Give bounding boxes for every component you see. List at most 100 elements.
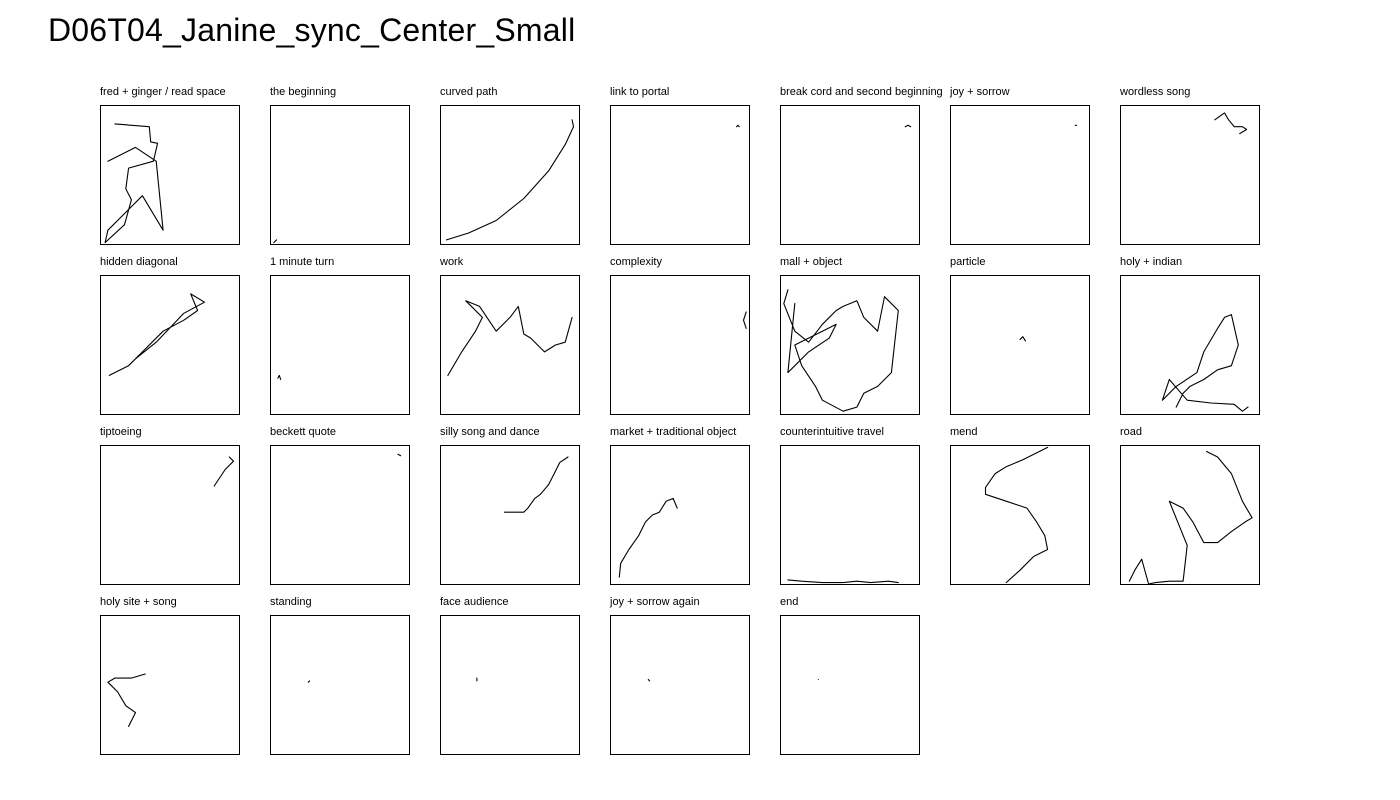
plot-svg [610, 275, 750, 415]
panel-title: market + traditional object [610, 426, 737, 438]
plot-area [1120, 105, 1260, 245]
trajectory-line [618, 497, 678, 578]
chart-panel: fred + ginger / read space [100, 86, 260, 256]
plot-frame [780, 275, 920, 415]
plot-svg [610, 615, 750, 755]
trajectory-line [445, 119, 575, 241]
panel-title: joy + sorrow again [610, 596, 700, 608]
plot-frame [100, 105, 240, 245]
chart-panel: hidden diagonal [100, 256, 260, 426]
plot-svg [1120, 445, 1260, 585]
panel-title: tiptoeing [100, 426, 142, 438]
chart-panel: work [440, 256, 600, 426]
plot-area [950, 275, 1090, 415]
plot-svg [270, 445, 410, 585]
chart-panel: end [780, 596, 940, 766]
plot-svg [100, 105, 240, 245]
trajectory-line [1161, 314, 1249, 412]
plot-frame [610, 615, 750, 755]
plot-svg [780, 275, 920, 415]
plot-area [1120, 275, 1260, 415]
plot-area [100, 275, 240, 415]
panel-title: work [440, 256, 464, 268]
chart-panel: complexity [610, 256, 770, 426]
panel-title: silly song and dance [440, 426, 540, 438]
panel-title: break cord and second beginning [780, 86, 943, 98]
chart-panel: silly song and dance [440, 426, 600, 596]
plot-svg [780, 105, 920, 245]
trajectory-line [104, 123, 164, 244]
plot-svg [1120, 105, 1260, 245]
trajectory-line [742, 311, 747, 329]
panel-title: 1 minute turn [270, 256, 335, 268]
plot-svg [440, 275, 580, 415]
chart-panel: break cord and second beginning [780, 86, 943, 256]
plot-area [440, 275, 580, 415]
trajectory-line [787, 579, 899, 584]
chart-panel: particle [950, 256, 1110, 426]
panel-title: holy + indian [1120, 256, 1183, 268]
plot-svg [440, 445, 580, 585]
plot-svg [440, 105, 580, 245]
plot-area [440, 445, 580, 585]
plot-frame [610, 275, 750, 415]
plot-area [780, 615, 920, 755]
chart-panel: counterintuitive travel [780, 426, 940, 596]
plot-area [950, 445, 1090, 585]
plot-frame [610, 105, 750, 245]
trajectory-line [107, 673, 146, 727]
plot-frame [950, 105, 1090, 245]
trajectory-line [447, 300, 573, 376]
panel-title: beckett quote [270, 426, 337, 438]
plot-svg [1120, 275, 1260, 415]
plot-svg [100, 275, 240, 415]
panel-title: complexity [610, 256, 662, 268]
plot-svg [270, 275, 410, 415]
trajectory-line [1128, 450, 1253, 585]
trajectory-line [108, 293, 206, 376]
plot-frame [270, 615, 410, 755]
trajectory-line [984, 446, 1049, 584]
plot-frame [440, 105, 580, 245]
trajectory-line [1214, 112, 1248, 135]
chart-panel: face audience [440, 596, 600, 766]
panel-title: mend [950, 426, 978, 438]
plot-area [780, 445, 920, 585]
plot-area [780, 275, 920, 415]
chart-panel: wordless song [1120, 86, 1280, 256]
page-title: D06T04_Janine_sync_Center_Small [48, 12, 576, 48]
plot-svg [270, 105, 410, 245]
plot-svg [610, 445, 750, 585]
plot-frame [780, 615, 920, 755]
panel-title: counterintuitive travel [780, 426, 884, 438]
plot-frame [1120, 105, 1260, 245]
chart-panel: mend [950, 426, 1110, 596]
chart-panel: 1 minute turn [270, 256, 430, 426]
panel-title: standing [270, 596, 312, 608]
plot-frame [780, 105, 920, 245]
plot-frame [1120, 275, 1260, 415]
panel-title: end [780, 596, 799, 608]
plot-area [100, 445, 240, 585]
panel-title: hidden diagonal [100, 256, 178, 268]
plot-frame [100, 445, 240, 585]
plot-frame [950, 275, 1090, 415]
panel-title: face audience [440, 596, 509, 608]
plot-svg [780, 615, 920, 755]
plot-frame [100, 275, 240, 415]
chart-panel: market + traditional object [610, 426, 770, 596]
chart-panel: joy + sorrow [950, 86, 1110, 256]
plot-frame [780, 445, 920, 585]
plot-svg [100, 445, 240, 585]
plot-svg [950, 445, 1090, 585]
panel-title: wordless song [1120, 86, 1191, 98]
chart-panel: standing [270, 596, 430, 766]
plot-area [270, 105, 410, 245]
plot-svg [780, 445, 920, 585]
trajectory-line [273, 239, 278, 244]
chart-panel: mall + object [780, 256, 940, 426]
plot-frame [610, 445, 750, 585]
panel-title: link to portal [610, 86, 670, 98]
trajectory-line [904, 124, 912, 128]
